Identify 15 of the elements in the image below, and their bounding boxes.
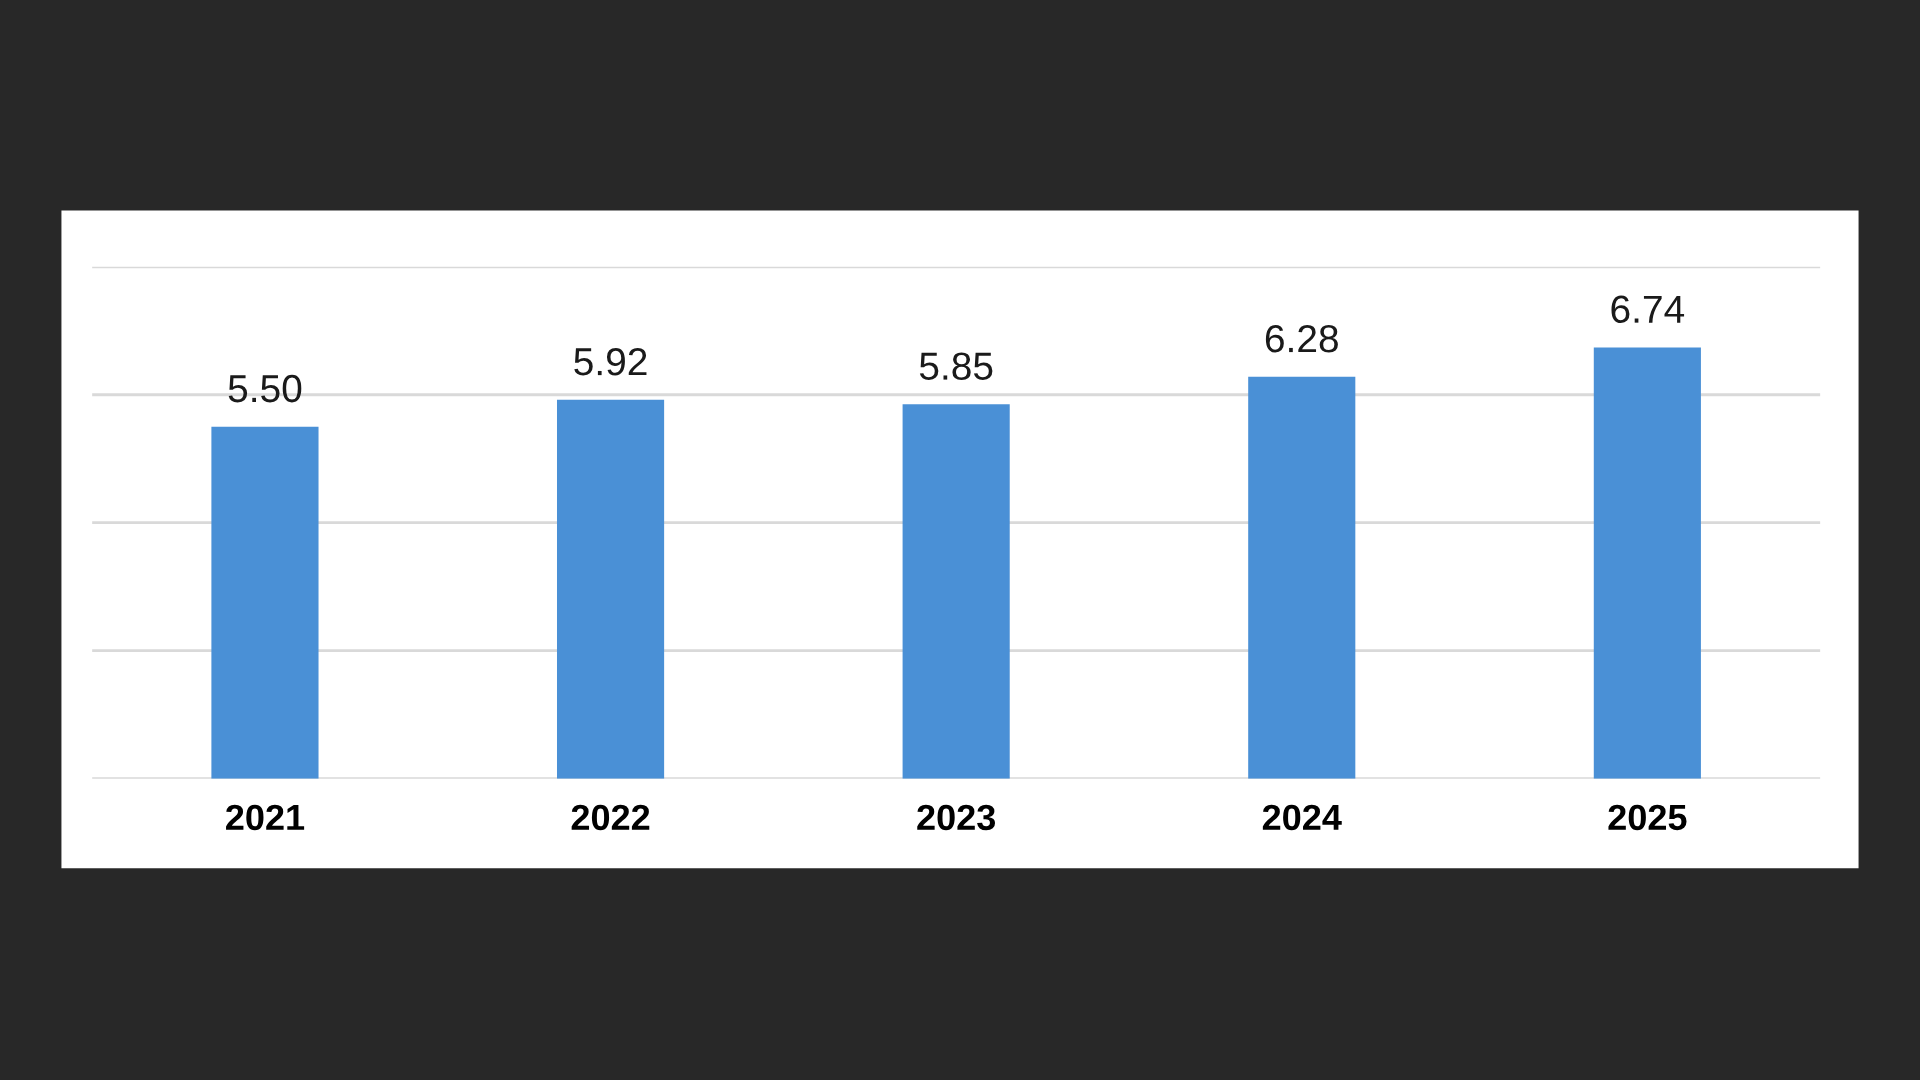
data-label: 6.74: [1611, 295, 1685, 324]
bar: [902, 404, 1010, 779]
data-label: 5.85: [919, 352, 993, 380]
bar: [1248, 376, 1356, 779]
x-tick-label: 2023: [917, 804, 996, 831]
data-label: 5.92: [574, 347, 647, 376]
data-label: 5.50: [228, 374, 302, 403]
x-tick-label: 2025: [1608, 804, 1687, 831]
data-label: 6.28: [1265, 324, 1338, 353]
bar: [1593, 347, 1701, 779]
bar: [211, 426, 319, 779]
x-tick-label: 2021: [226, 804, 305, 831]
x-tick-label: 2024: [1262, 804, 1342, 831]
bar: [556, 399, 665, 779]
x-tick-label: 2022: [571, 804, 650, 831]
